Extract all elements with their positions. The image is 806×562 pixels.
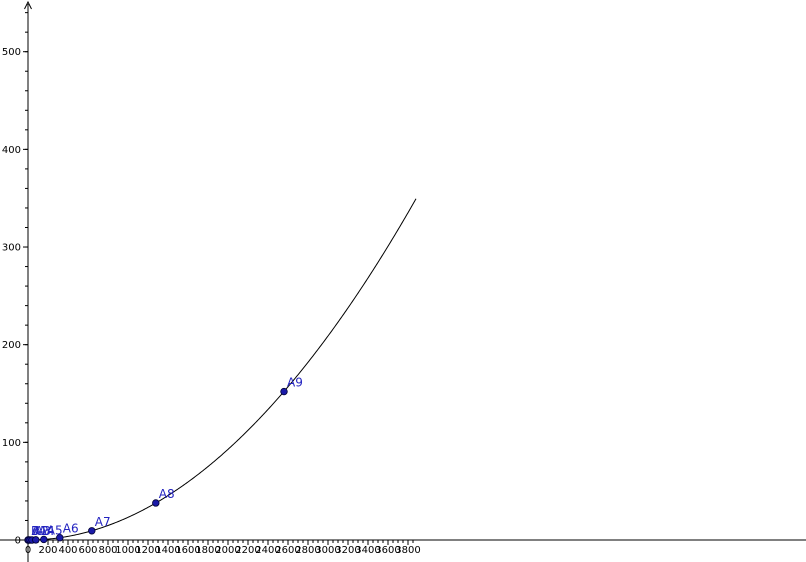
x-tick-label: 3200 [335,545,360,556]
point-label-b: B [31,524,39,538]
x-tick-label: 800 [98,545,117,556]
point-a6 [56,534,64,542]
minor-ticks [25,12,414,543]
x-tick-label: 1400 [155,545,180,556]
x-tick-label: 2800 [295,545,320,556]
point-a4 [32,536,40,544]
x-tick-label: 1600 [175,545,200,556]
x-tick-label: 3000 [315,545,340,556]
x-tick-label: 1000 [115,545,140,556]
x-ticks: 0 200 400 600 800100012001400160018002000220… [25,540,421,556]
x-tick-label: 600 [78,545,97,556]
y-tick-label: 400 [2,145,21,156]
point-a7 [88,527,96,535]
x-tick-label: 3800 [395,545,420,556]
x-tick-label: 2600 [275,545,300,556]
data-points [24,387,288,544]
x-tick-label: 2200 [235,545,260,556]
point-a5 [40,535,48,544]
parabola-curve [28,198,417,541]
point-label-a7: A7 [95,515,111,529]
x-tick-label: 1200 [135,545,160,556]
y-ticks: 0 100 200 300 400 500 [2,47,28,547]
x-tick-label: 400 [58,545,77,556]
point-label-a5: A5 [47,523,63,537]
y-tick-label: 300 [2,243,21,254]
x-tick-label: 3400 [355,545,380,556]
x-tick-label: 1800 [195,545,220,556]
y-tick-label: 500 [2,47,21,58]
point-label-a8: A8 [159,487,175,501]
y-tick-label: 200 [2,340,21,351]
x-tick-label: 2400 [255,545,280,556]
point-label-a6: A6 [63,522,79,536]
y-axis [24,0,32,562]
y-tick-label: 100 [2,438,21,449]
point-label-a3: A3 [35,524,51,538]
x-tick-label: 2000 [215,545,240,556]
y-tick-label: 0 [15,536,21,547]
x-tick-label: 3600 [375,545,400,556]
y-axis-arrow [24,0,32,10]
point-a8 [152,499,160,507]
point-label-a4: A4 [39,524,55,538]
point-label-a1: A1 [32,524,48,538]
point-label-a2: A2 [33,524,49,538]
x-tick-label: 200 [38,545,57,556]
x-tick-label: 0 [25,545,31,556]
point-a9 [280,387,288,396]
point-label-a9: A9 [287,376,303,390]
